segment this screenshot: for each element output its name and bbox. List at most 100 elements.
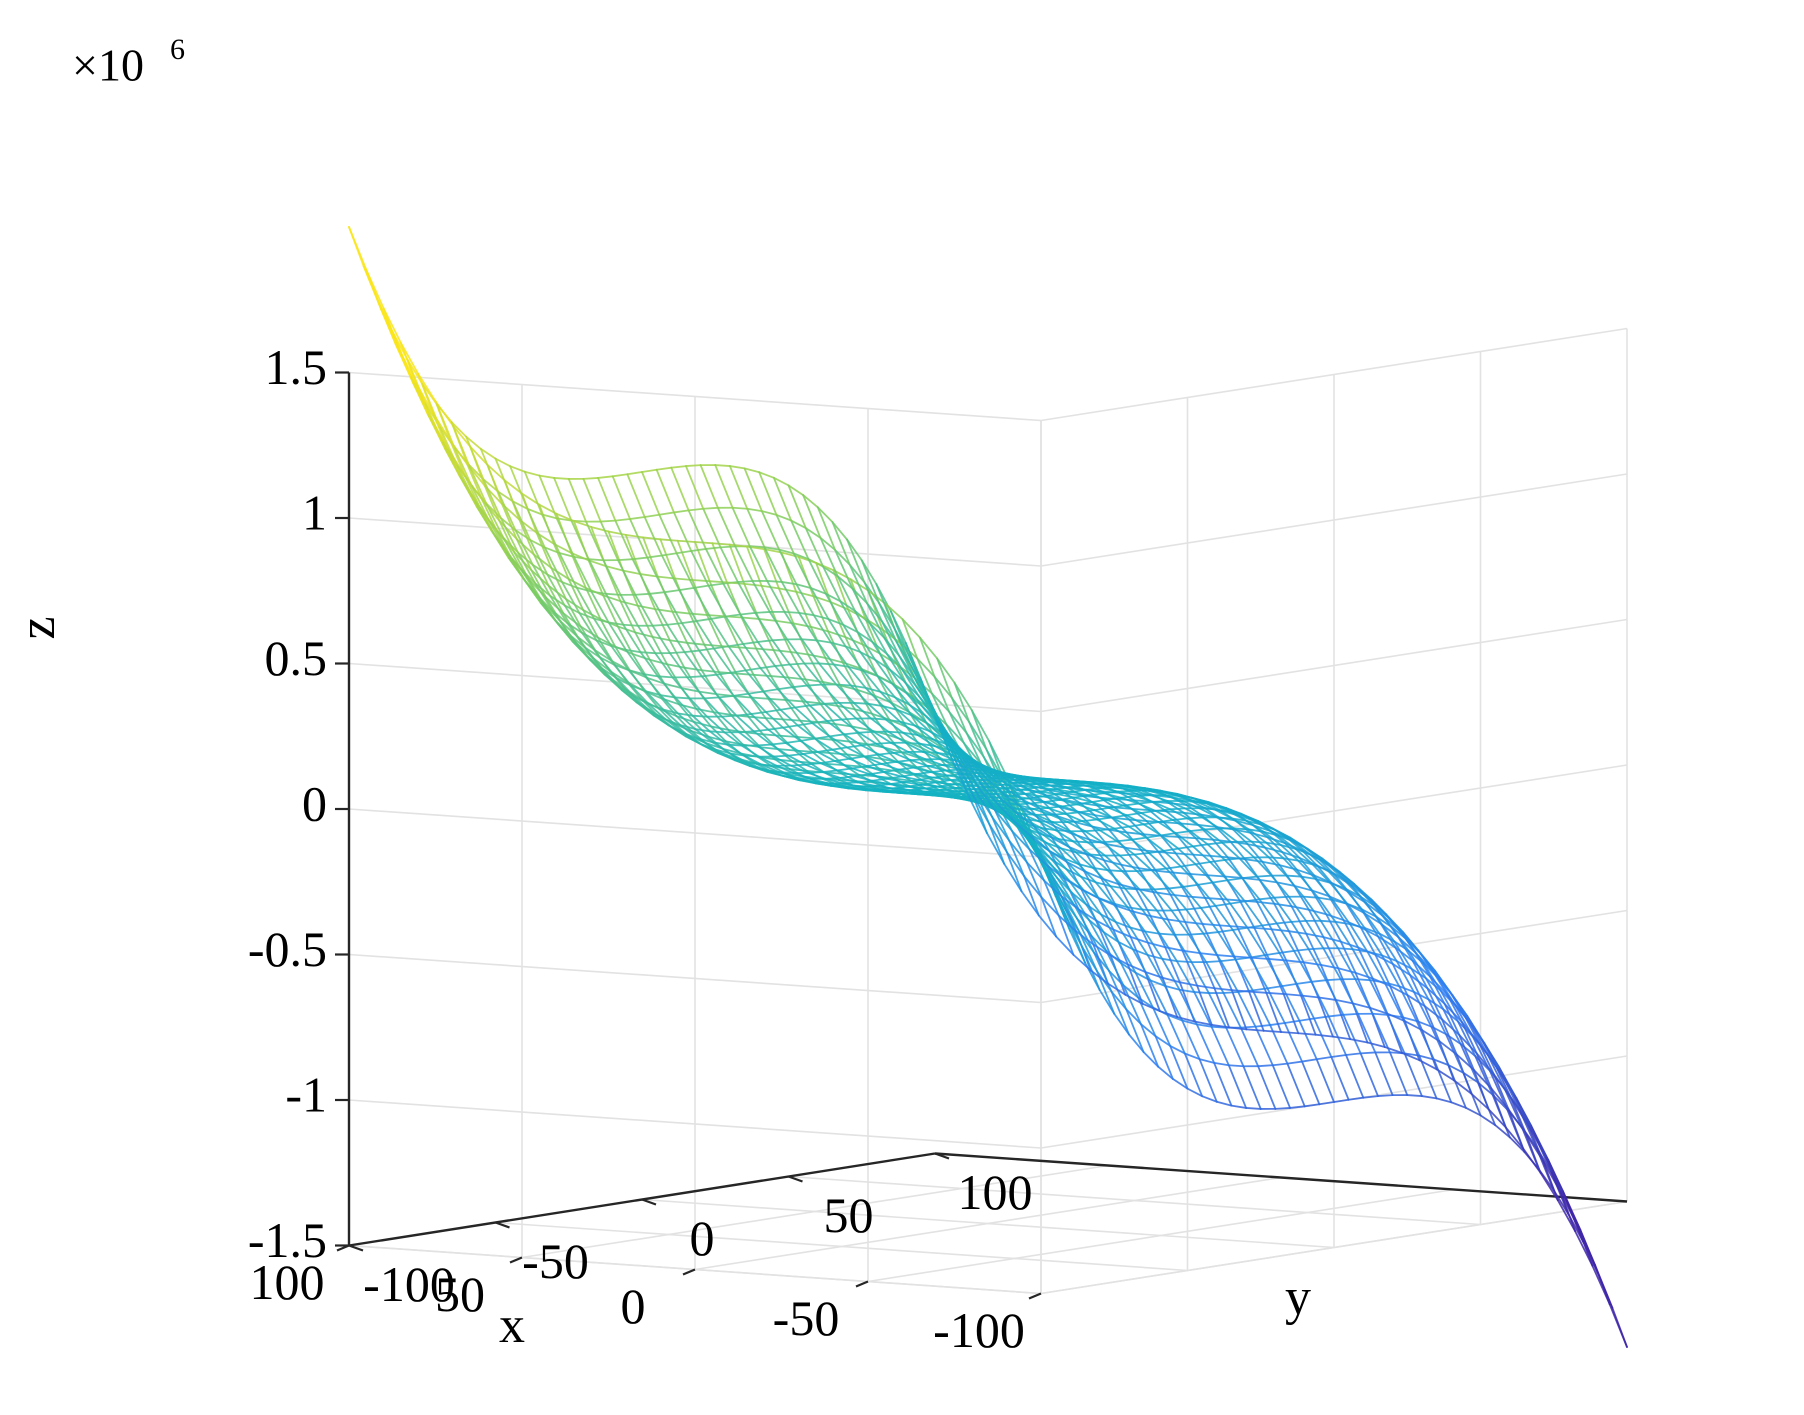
mesh-segment (1212, 879, 1229, 884)
mesh-segment (950, 696, 968, 734)
z-exponent-base: ×10 (72, 40, 144, 91)
mesh-segment (1028, 848, 1048, 866)
mesh-segment (641, 471, 661, 516)
mesh-segment (630, 684, 650, 705)
mesh-segment (1250, 840, 1270, 859)
mesh-segment (1147, 941, 1164, 979)
mesh-segment (868, 622, 886, 639)
mesh-segment (1258, 878, 1278, 884)
mesh-segment (485, 502, 502, 519)
mesh-segment (668, 639, 686, 669)
mesh-segment (1475, 1052, 1495, 1076)
mesh-segment (1369, 979, 1389, 1016)
mesh-segment (988, 740, 1008, 777)
mesh-segment (1293, 948, 1310, 952)
mesh-segment (740, 616, 760, 620)
mesh-segment (1173, 793, 1193, 799)
mesh-segment (896, 709, 914, 717)
mesh-segment (790, 519, 807, 529)
mesh-segment (903, 739, 923, 749)
mesh-segment (866, 602, 886, 639)
mesh-segment (1194, 837, 1214, 841)
mesh-segment (750, 696, 767, 720)
mesh-segment (573, 555, 593, 593)
mesh-segment (815, 639, 832, 644)
mesh-segment (1349, 1038, 1369, 1044)
mesh-segment (822, 771, 842, 779)
mesh-segment (1308, 908, 1328, 916)
mesh-segment (802, 494, 819, 509)
mesh-segment (1418, 1054, 1438, 1100)
mesh-segment (1133, 799, 1153, 803)
mesh-segment (1140, 1023, 1157, 1038)
mesh-segment (1337, 947, 1357, 981)
mesh-segment (1074, 851, 1094, 869)
mesh-segment (1088, 838, 1108, 845)
mesh-segment (1178, 981, 1199, 987)
mesh-segment (852, 701, 872, 720)
mesh-segment (1495, 1066, 1515, 1096)
mesh-segment (1403, 1020, 1423, 1032)
mesh-segment (1279, 844, 1300, 862)
mesh-segment (933, 675, 953, 699)
mesh-segment (763, 548, 783, 554)
mesh-segment (1367, 897, 1387, 916)
mesh-segment (758, 618, 778, 622)
mesh-segment (656, 575, 676, 580)
mesh-segment (1046, 807, 1067, 815)
mesh-segment (1229, 840, 1249, 846)
mesh-segment (892, 777, 912, 782)
mesh-segment (601, 667, 621, 688)
mesh-segment (1031, 836, 1051, 852)
mesh-segment (1185, 804, 1202, 816)
mesh-segment (1123, 846, 1143, 851)
mesh-segment (1201, 923, 1221, 927)
mesh-segment (921, 750, 942, 761)
mesh-segment (1353, 882, 1373, 901)
mesh-segment (595, 639, 613, 647)
mesh-segment (1371, 1012, 1391, 1054)
mesh-segment (945, 723, 965, 744)
mesh-segment (855, 780, 875, 784)
mesh-segment (587, 559, 605, 597)
grid-line (495, 1221, 1188, 1272)
mesh-segment (1267, 856, 1285, 860)
mesh-segment (1016, 824, 1036, 843)
z-tick-label: 1.5 (265, 339, 328, 395)
mesh-segment (834, 760, 854, 770)
mesh-segment (795, 583, 812, 590)
mesh-segment (1182, 883, 1200, 888)
mesh-segment (1229, 900, 1246, 905)
mesh-segment (1011, 830, 1028, 864)
y-tick (641, 1198, 657, 1206)
mesh-segment (836, 767, 854, 772)
mesh-segment (511, 500, 529, 510)
mesh-segment (1248, 828, 1268, 844)
mesh-segment (1020, 890, 1040, 917)
mesh-segment (1084, 789, 1101, 799)
mesh-segment (775, 764, 795, 774)
mesh-segment (706, 614, 723, 648)
mesh-segment (1037, 820, 1057, 832)
mesh-segment (933, 675, 951, 713)
mesh-segment (1393, 940, 1413, 970)
mesh-segment (450, 421, 470, 466)
mesh-segment (1524, 1132, 1545, 1162)
mesh-segment (675, 552, 695, 589)
mesh-segment (1221, 898, 1241, 902)
mesh-segment (1317, 896, 1337, 923)
mesh-segment (1265, 991, 1282, 1033)
mesh-segment (1254, 820, 1274, 830)
mesh-segment (636, 604, 654, 638)
mesh-segment (877, 767, 897, 772)
mesh-segment (1302, 961, 1322, 966)
mesh-segment (795, 590, 815, 598)
mesh-segment (597, 636, 617, 648)
mesh-segment (819, 536, 836, 551)
mesh-segment (642, 536, 662, 541)
mesh-segment (1389, 985, 1406, 1022)
mesh-segment (543, 546, 561, 554)
mesh-segment (1562, 1190, 1582, 1231)
mesh-segment (377, 300, 397, 345)
mesh-segment (1386, 1012, 1406, 1022)
